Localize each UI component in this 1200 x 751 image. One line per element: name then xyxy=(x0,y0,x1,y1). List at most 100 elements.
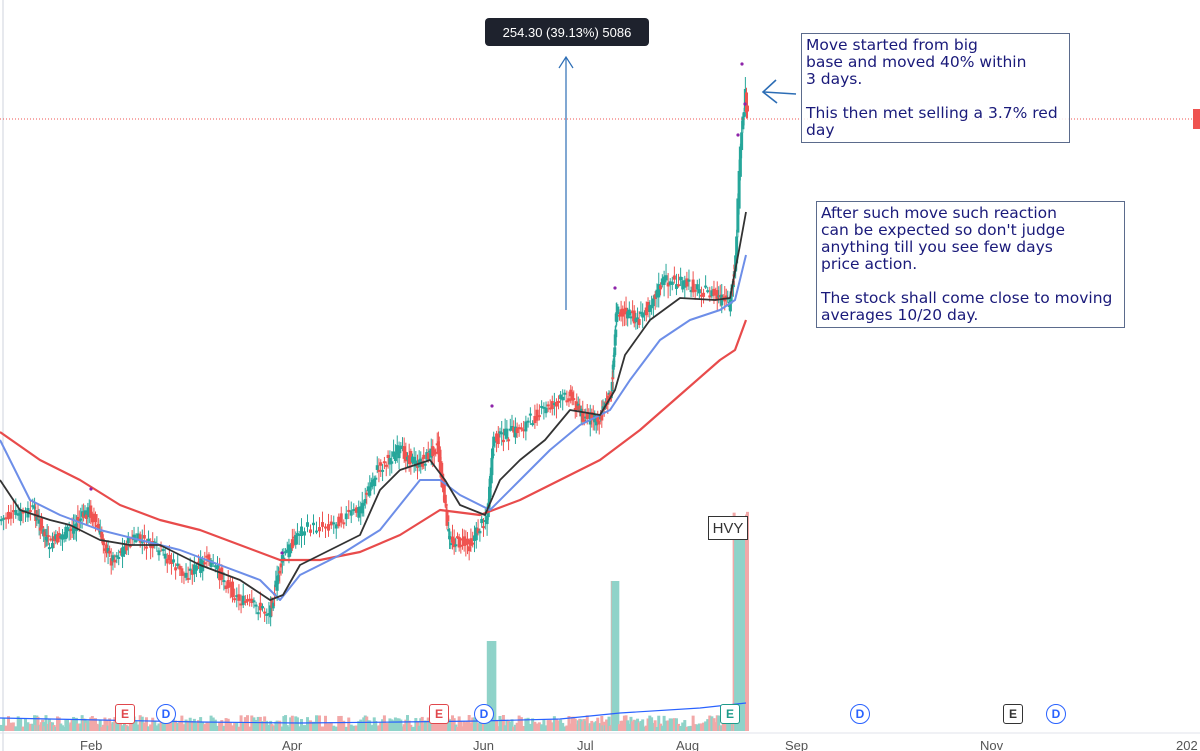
candle-body xyxy=(388,458,392,465)
volume-bar xyxy=(443,717,447,731)
candle-body xyxy=(241,595,245,605)
candle-body xyxy=(19,509,23,522)
candle-body xyxy=(100,531,104,540)
volume-bar xyxy=(258,716,262,731)
candle-body xyxy=(337,516,341,527)
candle-body xyxy=(300,526,303,537)
volume-bar xyxy=(559,719,563,731)
ma20-line xyxy=(0,254,747,601)
candle-body xyxy=(522,429,526,432)
earnings-event-icon[interactable]: E xyxy=(429,704,449,724)
earnings-event-icon[interactable]: E xyxy=(1003,704,1023,724)
candle-body xyxy=(49,538,53,541)
dividend-event-icon[interactable]: D xyxy=(1046,704,1066,724)
volume-bar xyxy=(641,719,645,731)
candle-body xyxy=(258,602,262,611)
volume-bar xyxy=(282,716,286,731)
volume-bar xyxy=(689,725,693,731)
candle-body xyxy=(172,559,176,563)
candle-body xyxy=(406,456,409,460)
volume-bar xyxy=(496,726,500,731)
earnings-event-icon[interactable]: E xyxy=(115,704,135,724)
candle-body xyxy=(265,613,269,616)
volume-bar xyxy=(267,724,271,731)
candle-body xyxy=(485,515,489,525)
volume-bar xyxy=(186,720,190,731)
candle-body xyxy=(365,492,369,495)
volume-bar xyxy=(115,718,119,731)
candle-body xyxy=(729,291,733,304)
candle-body xyxy=(473,535,476,541)
candle-body xyxy=(613,334,617,346)
annotation-line: After such move such reaction xyxy=(821,204,1057,222)
candle-body xyxy=(681,280,685,290)
overlay-drawings xyxy=(0,55,1193,555)
annotation-line: can be expected so don't judge xyxy=(821,221,1066,239)
candle-body xyxy=(190,570,194,575)
volume-bar xyxy=(339,715,343,731)
candle-body xyxy=(54,534,58,540)
annotation-line: The stock shall come close to moving xyxy=(821,289,1113,307)
volume-bar xyxy=(0,724,3,731)
candle-body xyxy=(122,546,126,555)
candle-body xyxy=(697,289,701,294)
annotation-note-2[interactable]: After such move such reaction can be expe… xyxy=(816,201,1125,328)
candle-body xyxy=(297,533,301,536)
volume-bar xyxy=(402,724,406,731)
volume-bar xyxy=(155,725,159,731)
volume-bar xyxy=(629,716,633,731)
volume-bar xyxy=(627,723,631,731)
candle-body xyxy=(66,527,69,530)
candle-body xyxy=(434,451,438,454)
volume-bar xyxy=(250,715,254,731)
candle-body xyxy=(16,513,20,516)
volume-bar xyxy=(56,716,59,731)
volume-bar xyxy=(140,716,144,731)
volume-bar xyxy=(128,719,132,731)
volume-bar xyxy=(668,718,672,731)
candle-body xyxy=(662,276,666,285)
candle-body xyxy=(381,469,385,472)
candle-body xyxy=(491,448,494,459)
candle-body xyxy=(710,290,714,297)
volume-bar xyxy=(401,726,404,731)
volume-bar xyxy=(639,721,643,731)
volume-bar xyxy=(626,720,630,731)
volume-bar xyxy=(552,716,556,731)
candle-body xyxy=(621,308,625,317)
candle-body xyxy=(742,112,746,118)
volume-bar xyxy=(644,725,648,731)
volume-bar xyxy=(61,725,64,731)
dividend-event-icon[interactable]: D xyxy=(474,704,494,724)
volume-bar xyxy=(67,724,71,731)
volume-bar xyxy=(342,720,346,731)
volume-bar xyxy=(662,715,666,731)
candle-body xyxy=(715,290,719,300)
annotation-line: This then met selling a 3.7% red xyxy=(806,104,1058,122)
volume-bar xyxy=(411,726,414,731)
dividend-event-icon[interactable]: D xyxy=(156,704,176,724)
candle-body xyxy=(629,316,633,319)
volume-bar xyxy=(256,716,260,731)
volume-bar xyxy=(664,720,668,731)
candle-body xyxy=(570,392,574,401)
volume-bar xyxy=(194,722,198,731)
earnings-event-icon[interactable]: E xyxy=(720,704,740,724)
candle-body xyxy=(287,544,291,558)
candle-body xyxy=(101,538,105,546)
volume-bar xyxy=(393,717,397,731)
annotation-note-1[interactable]: Move started from big base and moved 40% … xyxy=(801,33,1070,143)
candle-body xyxy=(267,612,271,615)
candle-body xyxy=(153,541,157,544)
volume-bar xyxy=(535,723,539,731)
candle-body xyxy=(544,407,548,414)
candle-body xyxy=(513,426,517,438)
candle-body xyxy=(89,505,93,518)
volume-bar xyxy=(26,722,30,731)
volume-bar xyxy=(347,717,351,731)
candle-body xyxy=(194,565,198,571)
volume-bar xyxy=(533,721,537,731)
candle-body xyxy=(508,428,512,431)
candle-body xyxy=(98,530,102,535)
dividend-event-icon[interactable]: D xyxy=(850,704,870,724)
